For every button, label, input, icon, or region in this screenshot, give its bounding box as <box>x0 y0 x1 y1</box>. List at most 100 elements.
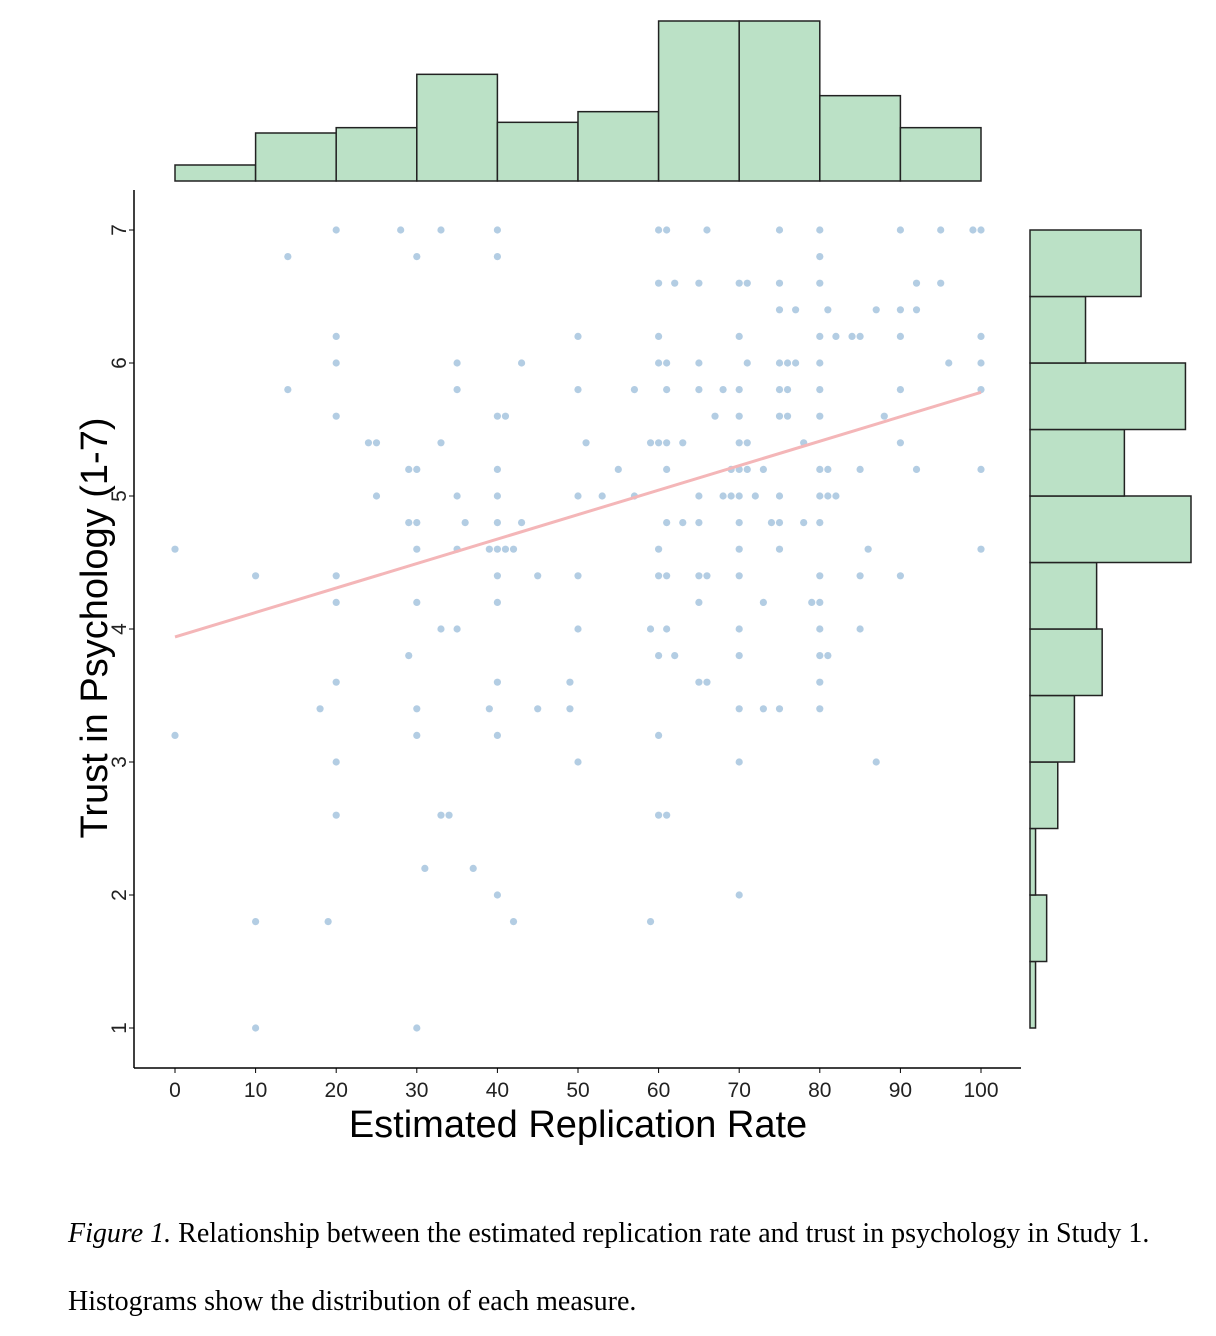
data-point <box>445 811 453 819</box>
data-point <box>646 918 655 926</box>
data-point <box>663 359 671 367</box>
data-point <box>453 386 461 394</box>
data-point <box>332 359 340 367</box>
data-point <box>775 226 784 234</box>
y-tick-label: 5 <box>108 490 131 502</box>
y-histogram-bar <box>1029 428 1126 497</box>
data-point <box>493 412 501 420</box>
data-point <box>775 412 784 420</box>
data-point <box>735 386 743 394</box>
y-axis-ticks: 1 2 3 4 5 6 7 <box>108 224 134 1034</box>
data-point <box>872 758 880 766</box>
data-point <box>655 359 663 367</box>
data-point <box>493 545 501 553</box>
y-tick-label: 4 <box>108 623 131 635</box>
data-point <box>582 439 590 447</box>
x-histogram-bar <box>899 126 982 182</box>
data-point <box>372 439 381 447</box>
data-point <box>171 545 179 553</box>
data-point <box>735 279 743 287</box>
data-point <box>816 519 824 527</box>
data-point <box>719 386 727 394</box>
data-point <box>775 545 784 553</box>
x-tick-label: 20 <box>325 1079 348 1102</box>
data-point <box>509 545 518 553</box>
y-histogram-bar <box>1029 628 1103 697</box>
data-point <box>945 359 953 367</box>
data-point <box>856 332 864 340</box>
data-point <box>937 226 945 234</box>
data-point <box>783 412 792 420</box>
data-point <box>655 332 663 340</box>
data-point <box>735 332 743 340</box>
data-point <box>517 359 526 367</box>
data-point <box>872 306 880 314</box>
data-point <box>792 306 800 314</box>
data-point <box>663 386 671 394</box>
data-point <box>759 705 767 713</box>
data-point <box>824 465 832 473</box>
x-tick-label: 60 <box>647 1079 670 1102</box>
data-point <box>663 572 671 580</box>
figure-label: Figure 1. <box>68 1218 172 1249</box>
data-point <box>534 572 542 580</box>
data-point <box>695 386 703 394</box>
data-point <box>413 545 421 553</box>
data-point <box>775 386 784 394</box>
data-point <box>397 226 405 234</box>
data-point <box>808 598 816 607</box>
data-point <box>671 652 679 660</box>
data-point <box>437 226 445 234</box>
data-point <box>332 226 340 234</box>
data-point <box>332 412 340 420</box>
data-point <box>977 545 985 553</box>
data-point <box>824 652 832 660</box>
data-point <box>735 891 743 899</box>
scatter-chart: 0 10 20 30 40 50 60 70 80 90 100 1 2 3 4 5 6 7 Estimated… <box>74 20 1192 1146</box>
y-histogram-bar <box>1029 561 1098 630</box>
data-point <box>695 572 703 580</box>
x-tick-label: 100 <box>963 1079 998 1102</box>
data-point <box>896 226 905 234</box>
y-histogram-bar <box>1029 495 1192 564</box>
data-point <box>775 359 784 367</box>
data-point <box>767 519 776 527</box>
data-point <box>783 386 792 394</box>
data-point <box>663 226 671 234</box>
data-point <box>816 359 824 367</box>
data-point <box>332 811 340 819</box>
data-point <box>501 545 510 553</box>
x-tick-label: 50 <box>566 1079 589 1102</box>
y-tick-label: 3 <box>108 756 131 768</box>
data-point <box>824 306 832 314</box>
data-point <box>816 332 824 340</box>
data-point <box>977 226 985 234</box>
y-tick-label: 2 <box>108 889 131 901</box>
x-axis-title: Estimated Replication Rate <box>349 1104 807 1146</box>
figure-caption: Figure 1. Relationship between the estim… <box>68 1200 1208 1336</box>
data-point <box>880 412 888 420</box>
x-tick-label: 30 <box>405 1079 428 1102</box>
data-point <box>977 359 985 367</box>
data-point <box>816 678 824 686</box>
data-point <box>493 226 501 234</box>
data-point <box>832 492 840 500</box>
data-point <box>485 705 493 713</box>
data-point <box>469 864 477 873</box>
x-histogram-bar <box>577 110 660 182</box>
data-point <box>735 705 743 713</box>
data-point <box>695 519 703 527</box>
data-point <box>324 918 332 926</box>
data-point <box>816 572 824 580</box>
data-point <box>574 625 582 633</box>
x-histogram-bar <box>174 164 257 182</box>
data-point <box>332 598 340 607</box>
data-point <box>421 864 429 873</box>
data-point <box>655 572 663 580</box>
data-point <box>413 731 421 740</box>
data-point <box>655 545 663 553</box>
data-point <box>775 279 784 287</box>
data-point <box>574 758 582 766</box>
y-histogram-bar <box>1029 960 1037 1029</box>
data-point <box>171 731 179 740</box>
